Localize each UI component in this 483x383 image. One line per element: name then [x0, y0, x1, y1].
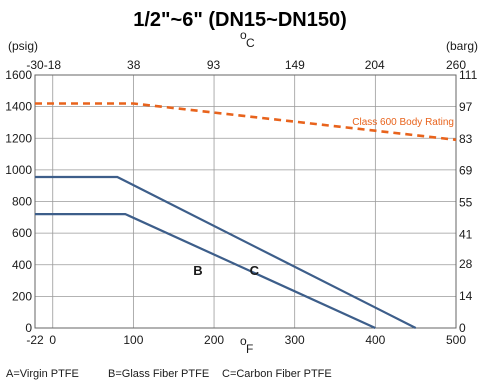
series-lines — [35, 102, 457, 330]
top-tick-label: 204 — [365, 58, 385, 72]
chart-title: 1/2"~6" (DN15~DN150) — [133, 9, 347, 31]
bottom-tick-label: 500 — [446, 333, 466, 347]
right-axis-unit: (barg) — [446, 39, 478, 53]
bottom-tick-label: 300 — [285, 333, 305, 347]
bottom-tick-label: 200 — [204, 333, 224, 347]
series-line-b — [35, 213, 376, 330]
left-tick-label: 1200 — [5, 131, 32, 145]
top-tick-label: -30 — [26, 58, 44, 72]
top-tick-label: -18 — [44, 58, 62, 72]
right-tick-label: 83 — [459, 132, 473, 146]
bottom-axis-unit-label: F — [246, 342, 253, 356]
right-tick-label: 28 — [459, 257, 473, 271]
right-tick-label: 97 — [459, 100, 473, 114]
top-tick-label: 93 — [207, 58, 221, 72]
top-tick-label: 149 — [285, 58, 305, 72]
left-tick-label: 1400 — [5, 100, 32, 114]
bottom-tick-label: 0 — [49, 333, 56, 347]
top-tick-label: 260 — [446, 58, 466, 72]
legend-entry: A=Virgin PTFE — [6, 368, 79, 380]
left-tick-label: 200 — [12, 289, 32, 303]
right-tick-label: 111 — [459, 68, 478, 82]
curve-annotation: C — [250, 263, 260, 278]
top-axis-unit-label: C — [246, 36, 255, 50]
right-tick-label: 55 — [459, 196, 473, 210]
plot-frame — [34, 74, 457, 329]
grid — [34, 74, 457, 329]
left-tick-label: 600 — [12, 226, 32, 240]
series-line-c — [35, 175, 417, 329]
curve-annotation: B — [193, 263, 202, 278]
rating-annotation: Class 600 Body Rating — [352, 117, 454, 128]
left-axis-unit: (psig) — [8, 39, 38, 53]
right-tick-label: 0 — [459, 321, 466, 335]
top-tick-label: 38 — [127, 58, 141, 72]
bottom-tick-label: 100 — [123, 333, 143, 347]
right-tick-label: 41 — [459, 228, 473, 242]
annotations: B C Class 600 Body Rating — [193, 117, 454, 278]
bottom-axis-unit: o F — [240, 334, 253, 356]
legend: A=Virgin PTFE B=Glass Fiber PTFE C=Carbon … — [6, 368, 332, 380]
left-tick-label: 400 — [12, 258, 32, 272]
svg-text:o: o — [240, 334, 247, 348]
tick-labels: -22 0 100 200 300 400 500-30 -18 38 93 149 204 26002… — [5, 58, 477, 347]
right-tick-label: 69 — [459, 164, 473, 178]
left-tick-label: 0 — [25, 321, 32, 335]
legend-entry: B=Glass Fiber PTFE — [108, 368, 209, 380]
svg-text:o: o — [240, 28, 247, 42]
right-tick-label: 14 — [459, 289, 473, 303]
series-line-class-600-body-rating — [35, 102, 457, 142]
left-tick-label: 800 — [12, 195, 32, 209]
legend-entry: C=Carbon Fiber PTFE — [222, 368, 332, 380]
bottom-tick-label: 400 — [365, 333, 385, 347]
left-tick-label: 1000 — [5, 163, 32, 177]
bottom-tick-label: -22 — [26, 333, 44, 347]
left-tick-label: 1600 — [5, 68, 32, 82]
top-axis-unit: o C — [240, 28, 255, 50]
